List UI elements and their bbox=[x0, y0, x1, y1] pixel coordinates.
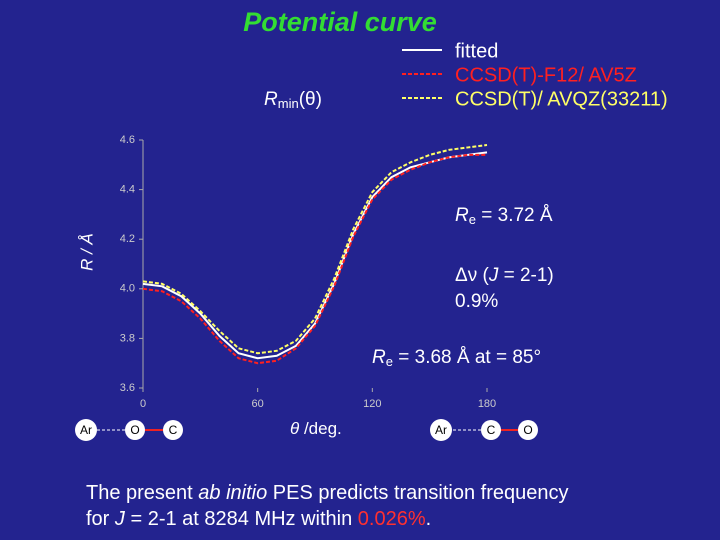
text: R bbox=[455, 205, 469, 226]
atom-label: O bbox=[523, 423, 532, 437]
annotation: Δν (J = 2-1) bbox=[455, 265, 554, 286]
text-line: The present ab initio PES predicts trans… bbox=[86, 480, 706, 506]
annotation: Re = 3.68 Å at = 85° bbox=[372, 347, 541, 369]
legend-label: CCSD(T)-F12/ AV5Z bbox=[455, 64, 637, 86]
text: The present bbox=[86, 482, 199, 504]
atom bbox=[430, 419, 452, 441]
text: = 3.72 Å bbox=[476, 205, 553, 226]
text: θ bbox=[290, 419, 300, 438]
x-tick-label: 180 bbox=[478, 398, 496, 410]
y-tick-label: 4.2 bbox=[120, 233, 135, 245]
text: . bbox=[425, 508, 432, 530]
text: ( bbox=[477, 265, 489, 286]
y-tick-label: 4.0 bbox=[120, 283, 135, 295]
text: ab initio bbox=[198, 482, 268, 504]
atom-label: C bbox=[169, 423, 178, 437]
text: for bbox=[86, 508, 115, 530]
y-axis-label: R / Å bbox=[77, 233, 96, 271]
text: = 3.68 Å at = 85° bbox=[393, 347, 541, 368]
molecule-left: Ar O C bbox=[75, 419, 183, 441]
annotation: Re = 3.72 Å bbox=[455, 205, 553, 227]
atom-label: O bbox=[130, 423, 139, 437]
legend-label: fitted bbox=[455, 40, 498, 62]
text: (θ) bbox=[299, 89, 322, 110]
text: = 2-1 at 8284 MHz within bbox=[124, 508, 358, 530]
text: J bbox=[114, 508, 125, 530]
y-tick-label: 3.8 bbox=[120, 332, 135, 344]
text: R bbox=[372, 347, 386, 368]
text: J bbox=[488, 265, 499, 286]
rmin-label: Rmin(θ) bbox=[264, 89, 322, 111]
y-tick-label: 4.4 bbox=[120, 184, 135, 196]
text: min bbox=[278, 96, 299, 111]
legend-label: CCSD(T)/ AVQZ(33211) bbox=[455, 88, 668, 110]
atom-label: Ar bbox=[435, 423, 447, 437]
atom bbox=[163, 420, 183, 440]
text: R bbox=[264, 89, 278, 110]
text: e bbox=[469, 212, 476, 227]
x-tick-label: 60 bbox=[252, 398, 264, 410]
atom-label: Ar bbox=[80, 423, 92, 437]
text: 0.026% bbox=[357, 508, 426, 530]
molecule-right: Ar C O bbox=[430, 419, 538, 441]
footer-text: The present ab initio PES predicts trans… bbox=[86, 480, 706, 532]
text: /deg. bbox=[299, 419, 342, 438]
x-tick-label: 120 bbox=[363, 398, 381, 410]
y-tick-label: 4.6 bbox=[120, 134, 135, 146]
text: = 2-1) bbox=[498, 265, 553, 286]
line bbox=[142, 143, 488, 355]
atom bbox=[75, 419, 97, 441]
atom-label: C bbox=[487, 423, 496, 437]
text-line: for J = 2-1 at 8284 MHz within 0.026%. bbox=[86, 506, 706, 532]
atom bbox=[481, 420, 501, 440]
annotation: 0.9% bbox=[455, 291, 498, 312]
chart-title: Potential curve bbox=[243, 7, 437, 37]
text: e bbox=[386, 354, 393, 369]
text: Δν bbox=[455, 265, 477, 286]
atom bbox=[125, 420, 145, 440]
text: PES predicts transition frequency bbox=[267, 482, 569, 504]
x-tick-label: 0 bbox=[140, 398, 146, 410]
atom bbox=[518, 420, 538, 440]
y-tick-label: 3.6 bbox=[120, 382, 135, 394]
x-axis-label: θ /deg. bbox=[290, 419, 342, 438]
line bbox=[142, 153, 487, 365]
